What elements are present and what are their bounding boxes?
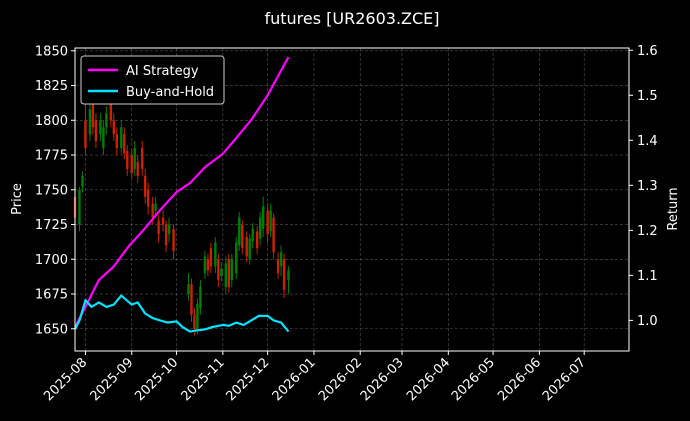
candlestick-layer [73, 89, 290, 336]
candle-body [199, 287, 202, 308]
candle-body [115, 134, 119, 149]
x-tick-label: 2026-02 [316, 355, 365, 404]
candle-body [230, 259, 233, 281]
candle-body [136, 161, 139, 176]
y2-tick-label: 1.4 [637, 134, 658, 149]
candle-body [130, 155, 133, 174]
candle-body [172, 228, 175, 251]
legend: AI Strategy Buy-and-Hold [80, 55, 225, 105]
y-axis-left-title: Price [10, 183, 25, 215]
candle-body [126, 150, 129, 169]
candle-body [99, 120, 102, 135]
candle-body [167, 224, 171, 235]
candle-body [154, 203, 157, 211]
candle-body [88, 109, 92, 135]
candle-body [190, 284, 193, 315]
y2-tick-label: 1.6 [637, 44, 658, 59]
x-tick-label: 2025-08 [41, 355, 90, 404]
candle-body [203, 256, 207, 274]
candle-body [241, 224, 244, 249]
candle-body [123, 134, 126, 154]
candle-body [209, 248, 213, 267]
candle-body [161, 217, 165, 225]
candle-body [102, 127, 105, 149]
candle-body [120, 127, 123, 149]
candle-body [143, 175, 147, 197]
candle-body [220, 268, 223, 276]
x-tick-label: 2026-04 [404, 355, 453, 404]
candle-body [214, 242, 217, 267]
y-tick-label: 1850 [35, 44, 68, 59]
buy-and-hold-line [74, 294, 290, 333]
candle-body [224, 263, 228, 288]
candle-body [151, 203, 154, 218]
y2-tick-label: 1.1 [637, 269, 658, 284]
candle-body [112, 120, 116, 135]
y-tick-label: 1725 [35, 218, 68, 233]
candle-body [140, 148, 144, 169]
y2-tick-label: 1.0 [637, 314, 658, 329]
y2-tick-label: 1.5 [637, 89, 658, 104]
y-tick-label: 1750 [35, 183, 68, 198]
x-tick-label: 2025-12 [223, 355, 272, 404]
y-tick-label: 1825 [35, 79, 68, 94]
grid-layer [75, 48, 629, 351]
x-tick-label: 2025-09 [88, 355, 137, 404]
candle-body [94, 120, 98, 142]
candle-body [164, 224, 168, 246]
candle-body [206, 259, 210, 271]
y-tick-label: 1800 [35, 114, 68, 129]
candle-body [157, 220, 160, 235]
candle-body [217, 259, 220, 281]
candle-body [193, 314, 196, 329]
candle-body [196, 303, 199, 329]
y-tick-label: 1675 [35, 288, 68, 303]
candle-body [258, 217, 262, 239]
candle-body [238, 217, 241, 246]
x-tick-label: 2025-11 [179, 355, 228, 404]
plot-area-frame [74, 47, 630, 352]
candle-body [272, 217, 275, 253]
candle-body [81, 175, 84, 187]
candle-body [109, 99, 113, 121]
legend-label-ai-strategy: AI Strategy [126, 64, 199, 79]
candle-body [266, 210, 269, 235]
x-tick-label: 2026-05 [449, 355, 498, 404]
candle-body [261, 206, 265, 229]
series-line-layer [74, 56, 290, 333]
candle-body [279, 252, 283, 267]
x-tick-label: 2026-07 [540, 355, 589, 404]
y-tick-label: 1700 [35, 253, 68, 268]
y2-tick-label: 1.3 [637, 179, 658, 194]
x-tick-label: 2025-10 [132, 355, 181, 404]
candle-body [105, 113, 108, 128]
y-tick-label: 1775 [35, 149, 68, 164]
x-tick-label: 2026-01 [270, 355, 319, 404]
candle-body [245, 237, 248, 257]
x-tick-label: 2026-06 [495, 355, 544, 404]
candle-body [78, 189, 81, 225]
candle-body [84, 120, 87, 149]
candle-body [255, 231, 259, 249]
candle-body [91, 103, 95, 128]
candle-body [133, 148, 136, 169]
candle-body [251, 228, 254, 242]
candle-body [248, 238, 251, 260]
y-tick-label: 1650 [35, 322, 68, 337]
candle-body [146, 189, 150, 207]
candle-body [269, 210, 272, 232]
ai-strategy-line [74, 56, 290, 328]
y-axis-right-title: Return [666, 187, 681, 230]
legend-label-buy-and-hold: Buy-and-Hold [126, 85, 214, 100]
x-tick-label: 2026-03 [358, 355, 407, 404]
y2-tick-label: 1.2 [637, 224, 658, 239]
candle-body [227, 259, 231, 288]
candle-body [187, 284, 190, 295]
candle-body [235, 242, 238, 274]
chart-title: futures [UR2603.ZCE] [264, 9, 439, 28]
candle-body [282, 259, 286, 290]
candle-body [276, 259, 280, 274]
candle-body [287, 270, 290, 281]
